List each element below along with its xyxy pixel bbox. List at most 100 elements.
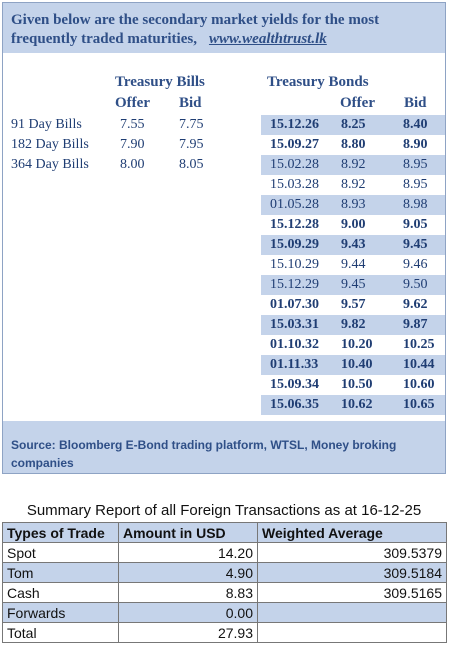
bond-bid: 9.87	[403, 317, 428, 332]
bond-maturity: 15.12.29	[270, 277, 319, 292]
bond-bid: 8.40	[403, 117, 428, 132]
bond-maturity: 15.03.31	[270, 317, 319, 332]
treasury-bills-title: Treasury Bills	[115, 74, 205, 90]
bond-maturity: 15.12.28	[270, 217, 319, 232]
trade-amount: 27.93	[118, 622, 258, 643]
bill-bid: 7.75	[179, 117, 204, 132]
bond-offer: 8.93	[341, 197, 366, 212]
bill-offer: 7.90	[120, 137, 145, 152]
bond-offer: 10.62	[341, 397, 373, 412]
bill-label: 91 Day Bills	[11, 117, 82, 132]
blank-band	[3, 53, 445, 71]
bond-offer: 8.92	[341, 157, 366, 172]
bill-bid: 8.05	[179, 157, 204, 172]
trade-weighted-average: 309.5379	[257, 542, 447, 563]
bond-offer: 8.92	[341, 177, 366, 192]
trade-weighted-average	[257, 622, 447, 643]
bond-offer: 9.45	[341, 277, 366, 292]
bond-maturity: 15.06.35	[270, 397, 319, 412]
bond-maturity: 15.12.26	[270, 117, 319, 132]
bond-row: 15.12.26 8.25 8.40	[261, 115, 445, 135]
bond-row: 01.11.33 10.40 10.44	[261, 355, 445, 375]
bill-bid: 7.95	[179, 137, 204, 152]
bond-offer: 10.40	[341, 357, 373, 372]
bond-bid: 9.05	[403, 217, 428, 232]
bond-bid: 9.45	[403, 237, 428, 252]
bond-bid: 8.98	[403, 197, 428, 212]
source-note: Source: Bloomberg E-Bond trading platfor…	[11, 438, 397, 470]
bond-bid: 10.25	[403, 337, 435, 352]
trade-type: Total	[2, 622, 119, 643]
bond-bid: 9.50	[403, 277, 428, 292]
bond-bid: 8.95	[403, 177, 428, 192]
bond-maturity: 15.09.29	[270, 237, 319, 252]
bond-offer: 9.57	[341, 297, 366, 312]
header-weighted-average: Weighted Average	[257, 522, 447, 543]
bond-bid: 8.90	[403, 137, 428, 152]
bond-maturity: 15.02.28	[270, 157, 319, 172]
trade-weighted-average: 309.5165	[257, 582, 447, 603]
summary-header-row: Types of Trade Amount in USD Weighted Av…	[2, 522, 447, 543]
bond-offer: 9.43	[341, 237, 366, 252]
bond-maturity: 01.11.33	[270, 357, 319, 372]
intro-sentence: Given below are the secondary market yie…	[11, 12, 380, 47]
bond-maturity: 15.03.28	[270, 177, 319, 192]
trade-amount: 14.20	[118, 542, 258, 563]
bond-row: 15.12.29 9.45 9.50	[261, 275, 445, 295]
bond-bid: 10.65	[403, 397, 435, 412]
bond-offer: 9.00	[341, 217, 366, 232]
bond-row: 15.02.28 8.92 8.95	[261, 155, 445, 175]
bond-maturity: 01.07.30	[270, 297, 319, 312]
bond-bid: 9.46	[403, 257, 428, 272]
bond-bid: 10.60	[403, 377, 435, 392]
bond-row: 01.07.30 9.57 9.62	[261, 295, 445, 315]
footer-band	[3, 421, 445, 473]
bill-offer: 7.55	[120, 117, 145, 132]
bond-row: 15.09.34 10.50 10.60	[261, 375, 445, 395]
table-row: Tom 4.90 309.5184	[2, 562, 447, 583]
bond-bid: 8.95	[403, 157, 428, 172]
table-row: Cash 8.83 309.5165	[2, 582, 447, 603]
bill-row: 91 Day Bills 7.55 7.75	[3, 115, 261, 135]
bill-offer: 8.00	[120, 157, 145, 172]
bond-maturity: 15.10.29	[270, 257, 319, 272]
bond-offer: 8.25	[341, 117, 366, 132]
bond-offer: 10.50	[341, 377, 373, 392]
bills-offer-header: Offer	[115, 95, 150, 111]
bond-row: 15.10.29 9.44 9.46	[261, 255, 445, 275]
summary-title: Summary Report of all Foreign Transactio…	[26, 502, 422, 519]
bond-offer: 9.44	[341, 257, 366, 272]
trade-weighted-average: 309.5184	[257, 562, 447, 583]
bond-row: 15.06.35 10.62 10.65	[261, 395, 445, 415]
bond-offer: 9.82	[341, 317, 366, 332]
bond-row: 15.12.28 9.00 9.05	[261, 215, 445, 235]
bond-maturity: 01.10.32	[270, 337, 319, 352]
trade-amount: 0.00	[118, 602, 258, 623]
bond-maturity: 15.09.27	[270, 137, 319, 152]
bond-row: 01.05.28 8.93 8.98	[261, 195, 445, 215]
wealthtrust-link[interactable]: www.wealthtrust.lk	[208, 31, 327, 47]
bond-offer: 8.80	[341, 137, 366, 152]
summary-table: Types of Trade Amount in USD Weighted Av…	[2, 522, 447, 643]
trade-amount: 8.83	[118, 582, 258, 603]
bonds-bid-header: Bid	[404, 95, 427, 111]
trade-type: Forwards	[2, 602, 119, 623]
bond-row: 15.03.28 8.92 8.95	[261, 175, 445, 195]
bill-row: 364 Day Bills 8.00 8.05	[3, 155, 261, 175]
bond-row: 15.09.29 9.43 9.45	[261, 235, 445, 255]
trade-weighted-average	[257, 602, 447, 623]
bills-bid-header: Bid	[179, 95, 202, 111]
table-row: Total 27.93	[2, 622, 447, 643]
header-band	[3, 3, 445, 53]
bill-label: 364 Day Bills	[11, 157, 89, 172]
bond-row: 01.10.32 10.20 10.25	[261, 335, 445, 355]
bond-offer: 10.20	[341, 337, 373, 352]
summary-report: Summary Report of all Foreign Transactio…	[2, 500, 447, 643]
header-amount-usd: Amount in USD	[118, 522, 258, 543]
trade-type: Spot	[2, 542, 119, 563]
trade-amount: 4.90	[118, 562, 258, 583]
bond-row: 15.09.27 8.80 8.90	[261, 135, 445, 155]
bond-row: 15.03.31 9.82 9.87	[261, 315, 445, 335]
trade-type: Tom	[2, 562, 119, 583]
table-row: Forwards 0.00	[2, 602, 447, 623]
